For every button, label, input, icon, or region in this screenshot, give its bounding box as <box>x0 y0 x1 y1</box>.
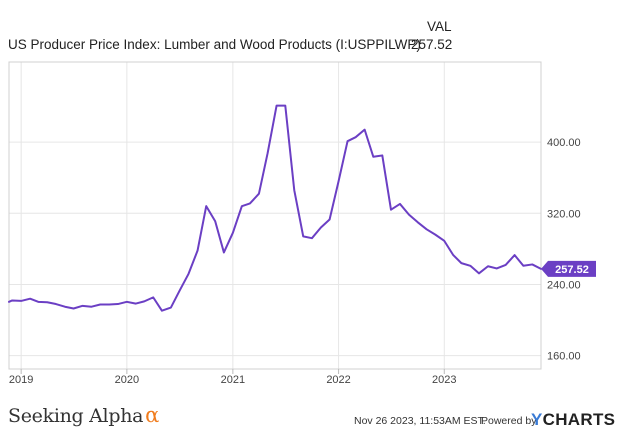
x-tick-label: 2021 <box>221 374 245 386</box>
value-column-header: VAL <box>427 19 452 34</box>
ycharts-wordmark: CHARTS <box>542 410 616 429</box>
y-tick-label: 320.00 <box>547 208 581 220</box>
last-value-tag: 257.52 <box>541 260 596 277</box>
legend-series-name: US Producer Price Index: Lumber and Wood… <box>8 37 421 52</box>
x-tick-label: 2023 <box>432 374 456 386</box>
x-axis: 2019 2020 2021 2022 2023 <box>9 369 457 386</box>
x-tick-label: 2022 <box>326 374 350 386</box>
powered-by-label: Powered by <box>481 415 537 427</box>
series-points <box>8 105 542 311</box>
chart-gridlines <box>9 62 541 369</box>
alpha-icon: α <box>145 403 160 427</box>
y-tick-label: 160.00 <box>547 351 581 363</box>
legend-series-value: 257.52 <box>411 37 453 52</box>
x-tick-label: 2019 <box>9 374 33 386</box>
y-tick-label: 400.00 <box>547 137 581 149</box>
y-tick-label: 240.00 <box>547 279 581 291</box>
ycharts-logo: YCHARTS <box>531 410 615 430</box>
timestamp: Nov 26 2023, 11:53AM EST. <box>354 415 486 427</box>
last-value-label: 257.52 <box>555 264 589 276</box>
series-line <box>8 104 542 312</box>
y-axis: 160.00 240.00 320.00 400.00 <box>547 137 581 363</box>
x-tick-label: 2020 <box>115 374 139 386</box>
plot-frame <box>8 61 542 370</box>
last-value-flag <box>541 260 596 277</box>
seeking-alpha-logo: Seeking Alphaα <box>8 403 159 427</box>
ycharts-y-mark: Y <box>531 410 543 429</box>
brand-text: Seeking Alpha <box>8 405 144 427</box>
